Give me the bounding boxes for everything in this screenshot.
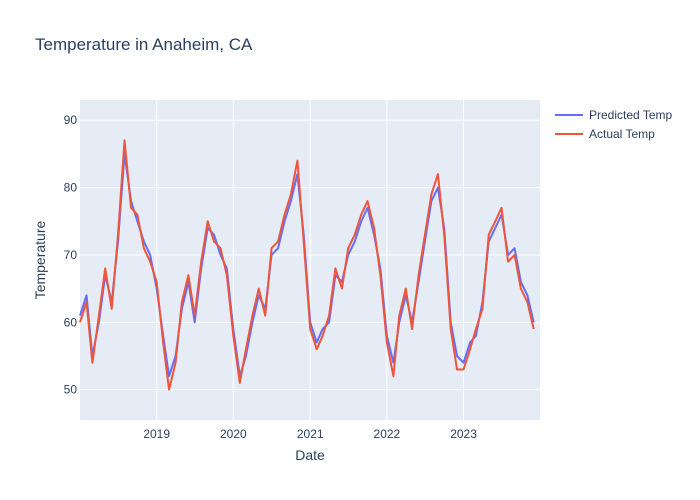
series-layer	[79, 139, 535, 391]
x-tick-label: 2023	[450, 427, 477, 441]
y-axis-title: Temperature	[32, 220, 48, 299]
tick-layer: 50 60 70 80 90 2019 2020 2021 2022 2023	[64, 113, 478, 441]
legend[interactable]: Predicted Temp Actual Temp	[555, 108, 672, 141]
series-line-actual-temp	[79, 139, 535, 391]
x-tick-label: 2020	[220, 427, 247, 441]
y-tick-label: 60	[64, 315, 78, 329]
legend-label-predicted-temp[interactable]: Predicted Temp	[589, 108, 672, 122]
x-tick-label: 2022	[374, 427, 401, 441]
y-tick-label: 80	[64, 181, 78, 195]
y-tick-label: 50	[64, 383, 78, 397]
y-tick-label: 70	[64, 248, 78, 262]
x-tick-label: 2019	[143, 427, 170, 441]
x-tick-label: 2021	[297, 427, 324, 441]
chart-title: Temperature in Anaheim, CA	[35, 35, 253, 54]
x-axis-title: Date	[295, 447, 325, 463]
y-tick-label: 90	[64, 113, 78, 127]
legend-label-actual-temp[interactable]: Actual Temp	[589, 127, 655, 141]
